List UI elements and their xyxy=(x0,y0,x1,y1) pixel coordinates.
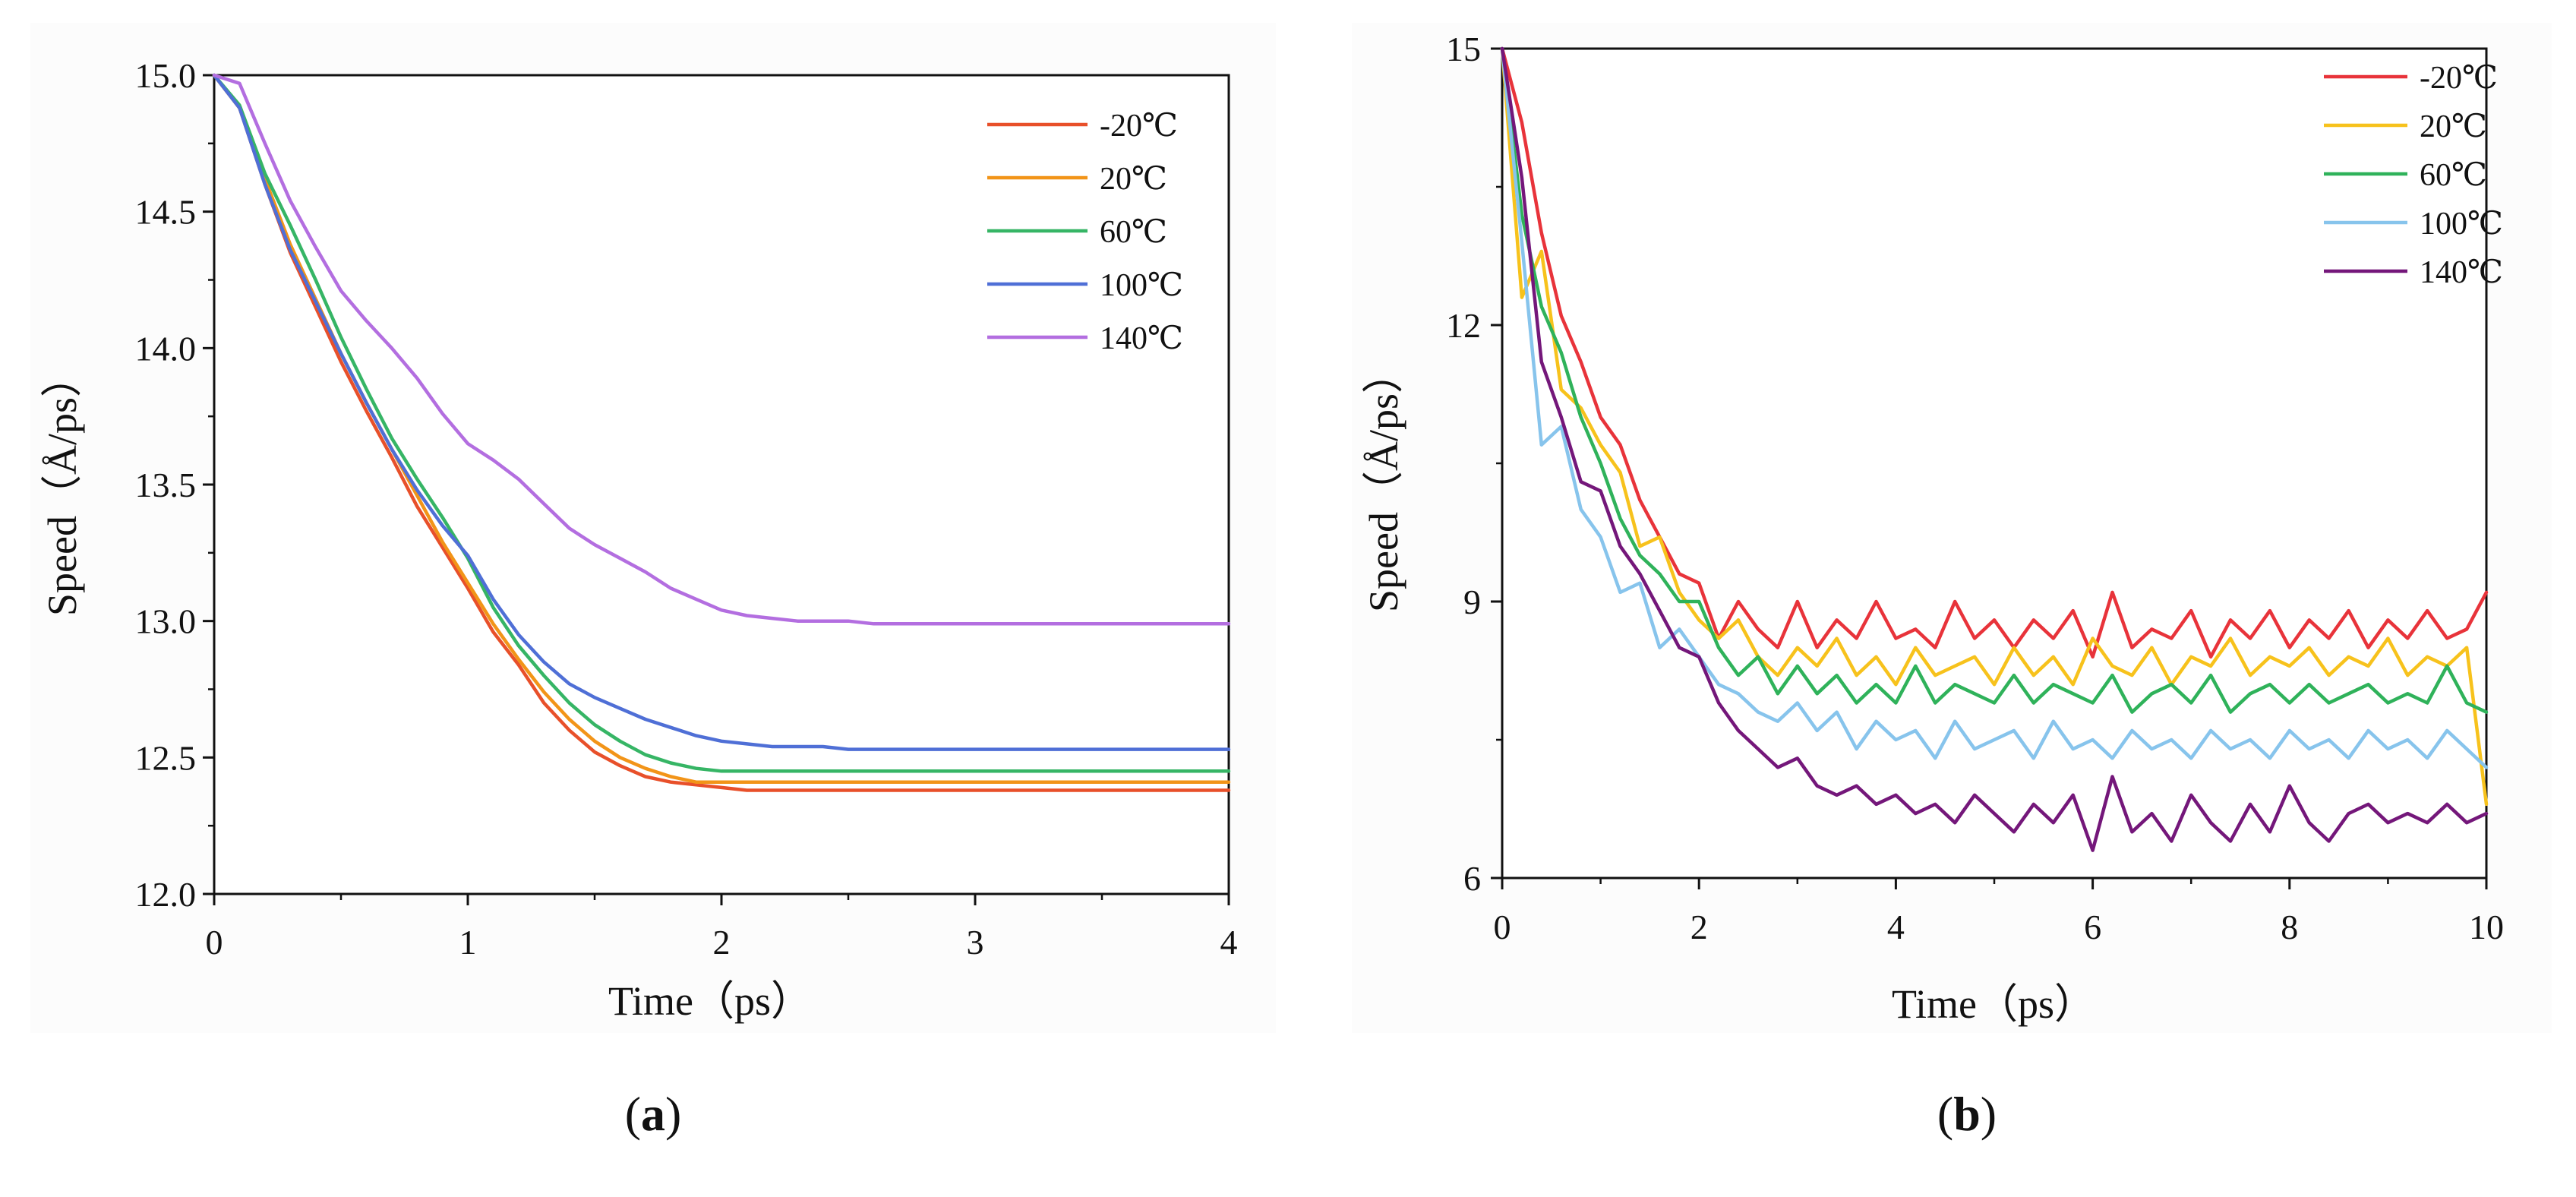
panel-a-y-tick-label: 12.0 xyxy=(135,875,197,914)
panel-a-label-letter: a xyxy=(641,1087,665,1141)
panel-b-legend-label-1: 20℃ xyxy=(2420,109,2487,144)
panel-b-label: (b) xyxy=(1937,1087,1997,1141)
panel-b-legend-label-4: 140℃ xyxy=(2420,255,2503,290)
panel-a-series-line-3 xyxy=(212,73,1231,751)
panel-b-y-tick-label: 12 xyxy=(1446,306,1481,345)
panel-a: 0 1 2 3 4 12.0 12.5 13.0 13.5 14.0 14.5 15.0 -20℃ 20… xyxy=(39,56,1238,1141)
panel-b-y-axis-title: Speed（Å/ps） xyxy=(1361,352,1406,612)
panel-b-y-tick-label: 15 xyxy=(1446,30,1481,68)
panel-a-y-tick-label: 15.0 xyxy=(135,56,197,95)
panel-b-x-tick-label: 6 xyxy=(2084,908,2101,946)
panel-a-x-tick-label: 3 xyxy=(967,923,984,962)
panel-b-legend-label-2: 60℃ xyxy=(2420,158,2487,193)
panel-b-series-line-3 xyxy=(1500,46,2489,769)
panel-a-series xyxy=(212,73,1231,792)
panel-b-series-line-1 xyxy=(1500,46,2489,807)
panel-b-x-tick-label: 10 xyxy=(2469,908,2504,946)
panel-a-legend-label-1: 20℃ xyxy=(1100,162,1167,197)
panel-b-y-tick-label: 9 xyxy=(1463,583,1481,621)
panel-a-legend-label-3: 100℃ xyxy=(1100,268,1183,303)
panel-b-x-tick-label: 0 xyxy=(1494,908,1511,946)
panel-b-x-tick-label: 8 xyxy=(2281,908,2298,946)
panel-b-legend-label-0: -20℃ xyxy=(2420,61,2498,96)
panel-b-series-line-2 xyxy=(1500,46,2489,714)
panel-a-y-axis-title: Speed（Å/ps） xyxy=(39,356,85,616)
panel-b-ticks: 0 2 4 6 8 10 6 9 12 15 xyxy=(1446,30,2504,946)
panel-a-y-tick-label: 13.5 xyxy=(135,466,197,504)
panel-b-series-line-0 xyxy=(1500,46,2489,659)
panel-a-x-tick-label: 0 xyxy=(206,923,223,962)
panel-b-label-letter: b xyxy=(1953,1087,1981,1141)
panel-a-series-line-2 xyxy=(212,73,1231,773)
panel-b-legend-label-3: 100℃ xyxy=(2420,207,2503,242)
panel-b-series-line-4 xyxy=(1500,46,2489,852)
panel-a-y-tick-label: 12.5 xyxy=(135,738,197,777)
panel-b-x-tick-label: 4 xyxy=(1887,908,1905,946)
panel-a-x-tick-label: 2 xyxy=(713,923,731,962)
panel-a-y-tick-label: 14.0 xyxy=(135,329,197,368)
panel-a-ticks: 0 1 2 3 4 12.0 12.5 13.0 13.5 14.0 14.5 15.0 xyxy=(135,56,1238,962)
panel-a-plot-area xyxy=(213,74,1230,895)
panel-a-series-line-0 xyxy=(212,73,1231,792)
panel-a-series-line-4 xyxy=(212,73,1231,626)
panel-a-x-axis-title: Time（ps） xyxy=(608,978,812,1024)
panel-a-legend: -20℃ 20℃ 60℃ 100℃ 140℃ xyxy=(987,109,1183,356)
panel-a-plot-frame xyxy=(213,74,1230,895)
panel-a-y-tick-label: 13.0 xyxy=(135,602,197,641)
panel-b-y-tick-label: 6 xyxy=(1463,859,1481,898)
panel-b-x-axis-title: Time（ps） xyxy=(1892,981,2095,1027)
panel-b-x-tick-label: 2 xyxy=(1690,908,1708,946)
panel-a-label: (a) xyxy=(625,1087,682,1141)
panel-b-series xyxy=(1500,46,2489,852)
panel-a-y-tick-label: 14.5 xyxy=(135,193,197,232)
panel-a-x-tick-label: 4 xyxy=(1220,923,1238,962)
panel-a-legend-label-2: 60℃ xyxy=(1100,215,1167,250)
panel-a-x-tick-label: 1 xyxy=(459,923,477,962)
panel-b: 0 2 4 6 8 10 6 9 12 15 -20℃ 20℃ 60℃ 100℃ 140℃ Time（ps… xyxy=(1361,30,2504,1141)
panel-a-legend-label-0: -20℃ xyxy=(1100,109,1178,144)
panel-b-legend: -20℃ 20℃ 60℃ 100℃ 140℃ xyxy=(2324,61,2503,290)
panel-a-legend-label-4: 140℃ xyxy=(1100,321,1183,356)
